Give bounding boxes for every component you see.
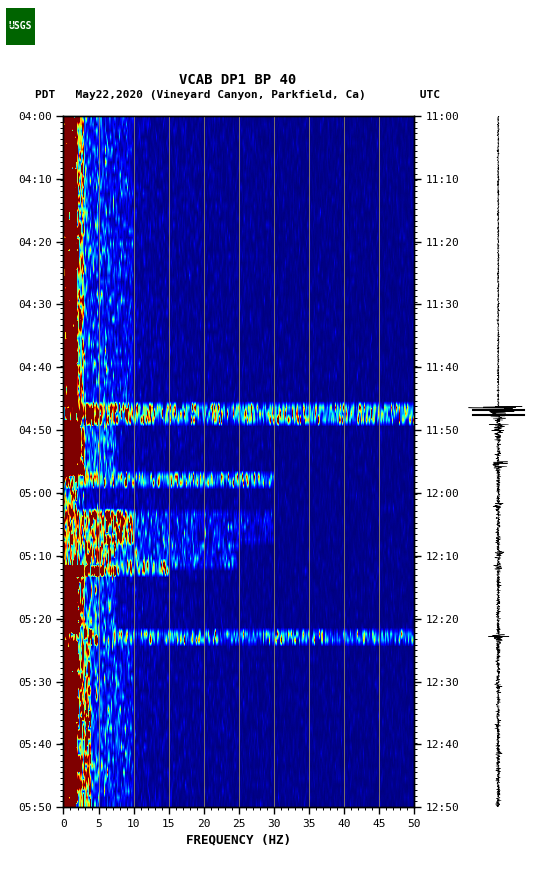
Text: USGS: USGS [8,21,32,30]
Text: PDT   May22,2020 (Vineyard Canyon, Parkfield, Ca)        UTC: PDT May22,2020 (Vineyard Canyon, Parkfie… [35,90,440,100]
Text: ≈: ≈ [6,21,15,30]
X-axis label: FREQUENCY (HZ): FREQUENCY (HZ) [186,833,291,847]
Text: VCAB DP1 BP 40: VCAB DP1 BP 40 [179,73,296,87]
FancyBboxPatch shape [6,8,35,45]
